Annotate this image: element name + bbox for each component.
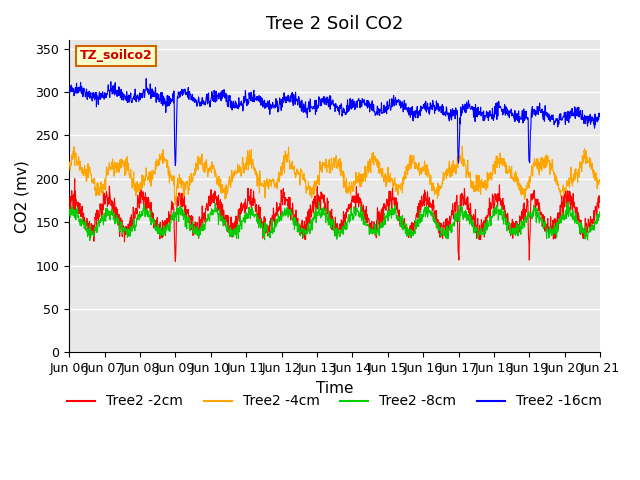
- Title: Tree 2 Soil CO2: Tree 2 Soil CO2: [266, 15, 403, 33]
- X-axis label: Time: Time: [316, 381, 353, 396]
- Legend: Tree2 -2cm, Tree2 -4cm, Tree2 -8cm, Tree2 -16cm: Tree2 -2cm, Tree2 -4cm, Tree2 -8cm, Tree…: [61, 389, 607, 414]
- Text: TZ_soilco2: TZ_soilco2: [80, 49, 152, 62]
- Y-axis label: CO2 (mv): CO2 (mv): [15, 160, 30, 232]
